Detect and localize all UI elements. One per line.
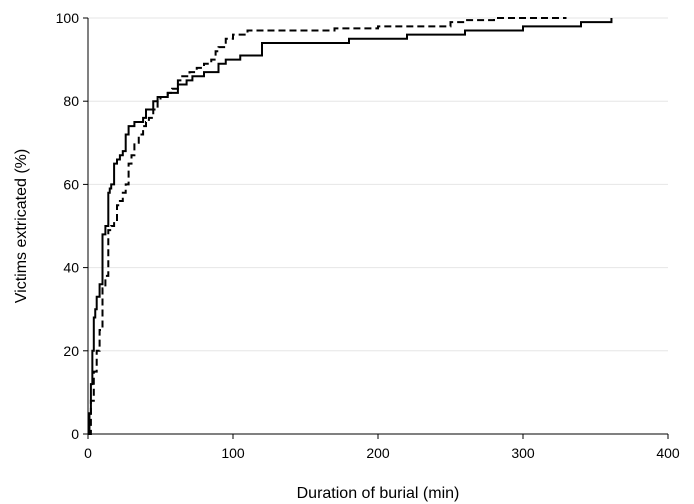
y-tick-label: 100 (56, 10, 80, 26)
axes (83, 17, 669, 439)
x-tick-label: 100 (221, 445, 245, 461)
x-axis-label: Duration of burial (min) (297, 485, 460, 502)
y-tick-label: 20 (63, 343, 79, 359)
y-tick-label: 0 (71, 426, 79, 442)
gridlines (88, 17, 668, 352)
y-tick-label: 60 (63, 176, 79, 192)
y-tick-label: 80 (63, 93, 79, 109)
series-group (88, 17, 613, 435)
y-axis-label: Victims extricated (%) (13, 149, 30, 303)
x-tick-label: 400 (656, 445, 680, 461)
x-tick-label: 200 (366, 445, 390, 461)
tick-labels: 0 20 40 60 80 100 0 100 200 300 400 (56, 10, 680, 461)
series-solid-line (88, 18, 613, 435)
x-tick-label: 0 (84, 445, 92, 461)
series-dashed-line (88, 17, 567, 435)
x-tick-label: 300 (511, 445, 535, 461)
y-tick-label: 40 (63, 260, 79, 276)
